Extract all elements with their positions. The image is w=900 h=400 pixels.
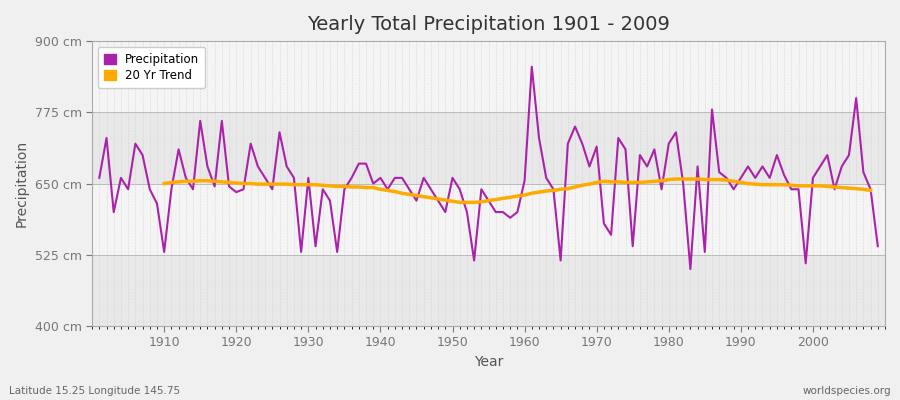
X-axis label: Year: Year <box>474 355 503 369</box>
Bar <box>92 184 885 255</box>
Bar <box>92 255 885 326</box>
Bar <box>92 112 885 184</box>
Title: Yearly Total Precipitation 1901 - 2009: Yearly Total Precipitation 1901 - 2009 <box>307 15 670 34</box>
Legend: Precipitation, 20 Yr Trend: Precipitation, 20 Yr Trend <box>98 47 205 88</box>
Bar <box>92 41 885 112</box>
Text: worldspecies.org: worldspecies.org <box>803 386 891 396</box>
Text: Latitude 15.25 Longitude 145.75: Latitude 15.25 Longitude 145.75 <box>9 386 180 396</box>
Y-axis label: Precipitation: Precipitation <box>15 140 29 227</box>
